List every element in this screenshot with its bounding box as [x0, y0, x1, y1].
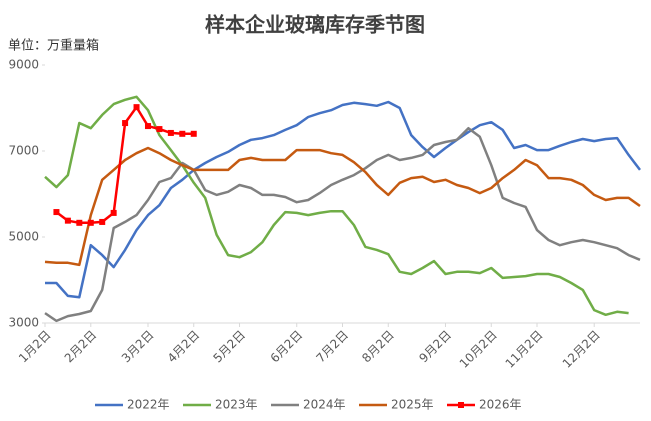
y-axis-unit: 单位：万重量箱 [8, 38, 99, 54]
legend-label: 2026年 [479, 398, 522, 412]
x-tick-label: 5月2日 [210, 328, 248, 366]
x-tick-label: 4月2日 [165, 328, 203, 366]
x-tick-label: 1月2日 [16, 328, 54, 366]
x-tick-label: 3月2日 [119, 328, 157, 366]
series-line [44, 95, 629, 317]
series-marker [99, 218, 106, 225]
series-line [45, 100, 641, 299]
series-marker [179, 130, 186, 137]
series-marker [190, 130, 197, 137]
x-tick-label: 9月2日 [416, 328, 454, 366]
series-marker [144, 123, 151, 130]
series-line [44, 126, 641, 323]
series-marker [64, 217, 71, 224]
series-marker [53, 209, 60, 216]
legend-label: 2025年 [391, 398, 434, 412]
x-tick-label: 6月2日 [268, 328, 306, 366]
series-marker [156, 126, 163, 133]
series-marker [87, 219, 94, 226]
x-tick-label: 8月2日 [359, 328, 397, 366]
legend-marker [458, 402, 464, 408]
series-marker [122, 120, 129, 127]
x-tick-label: 2月2日 [62, 328, 100, 366]
chart-title: 样本企业玻璃库存季节图 [205, 13, 425, 37]
series-marker [110, 209, 117, 216]
y-tick-label: 9000 [8, 58, 39, 72]
series-marker [167, 129, 174, 136]
series-marker [133, 104, 140, 111]
legend-label: 2022年 [127, 398, 170, 412]
y-tick-label: 7000 [8, 144, 39, 158]
series-marker [76, 219, 83, 226]
x-tick-label: 10月2日 [457, 328, 500, 371]
legend-label: 2024年 [303, 398, 346, 412]
x-tick-label: 7月2日 [313, 328, 351, 366]
legend-label: 2023年 [215, 398, 258, 412]
y-tick-label: 5000 [8, 230, 39, 244]
y-tick-label: 3000 [8, 316, 39, 330]
x-tick-label: 12月2日 [560, 328, 603, 371]
x-tick-label: 11月2日 [503, 328, 546, 371]
series-line [44, 146, 641, 267]
